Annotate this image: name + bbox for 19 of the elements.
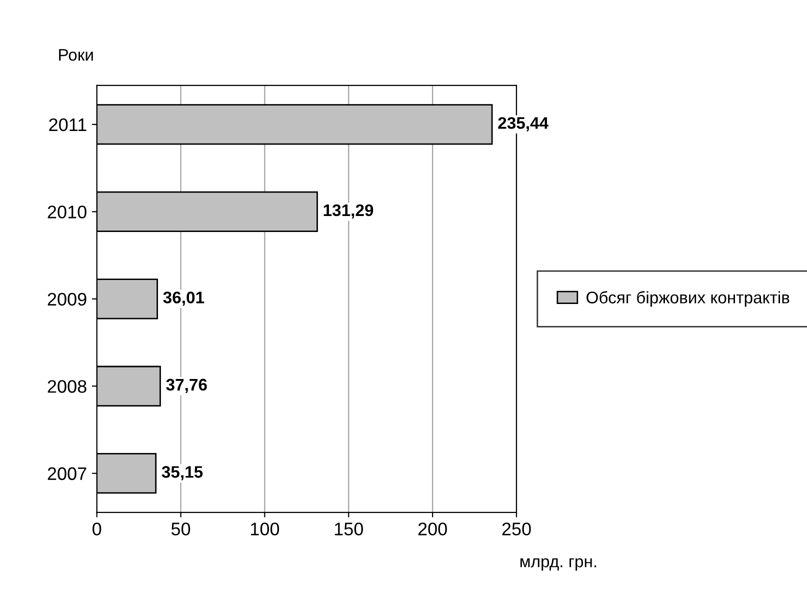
data-label: 131,29 xyxy=(324,204,374,219)
y-tick-label: 2008 xyxy=(48,380,86,393)
x-axis-title: млрд. грн. xyxy=(520,558,596,571)
y-tick-label: 2011 xyxy=(49,118,86,132)
x-tick-label: 0 xyxy=(92,522,102,536)
y-axis-title: Роки xyxy=(59,49,93,61)
x-tick-label: 200 xyxy=(418,522,447,536)
data-label: 36,01 xyxy=(163,292,204,306)
y-tick-label: 2010 xyxy=(48,206,86,218)
x-tick-label: 50 xyxy=(171,522,190,536)
x-tick-label: 250 xyxy=(502,522,531,536)
data-label: 35,15 xyxy=(162,466,203,480)
data-label: 37,76 xyxy=(166,378,207,394)
x-tick-label: 150 xyxy=(334,522,363,536)
x-tick-label: 100 xyxy=(251,522,280,536)
y-tick-label: 2009 xyxy=(48,292,86,306)
legend-label: Обсяг біржових контрактів xyxy=(586,291,790,307)
y-tick-label: 2007 xyxy=(48,467,86,480)
data-label: 235,44 xyxy=(498,117,548,132)
